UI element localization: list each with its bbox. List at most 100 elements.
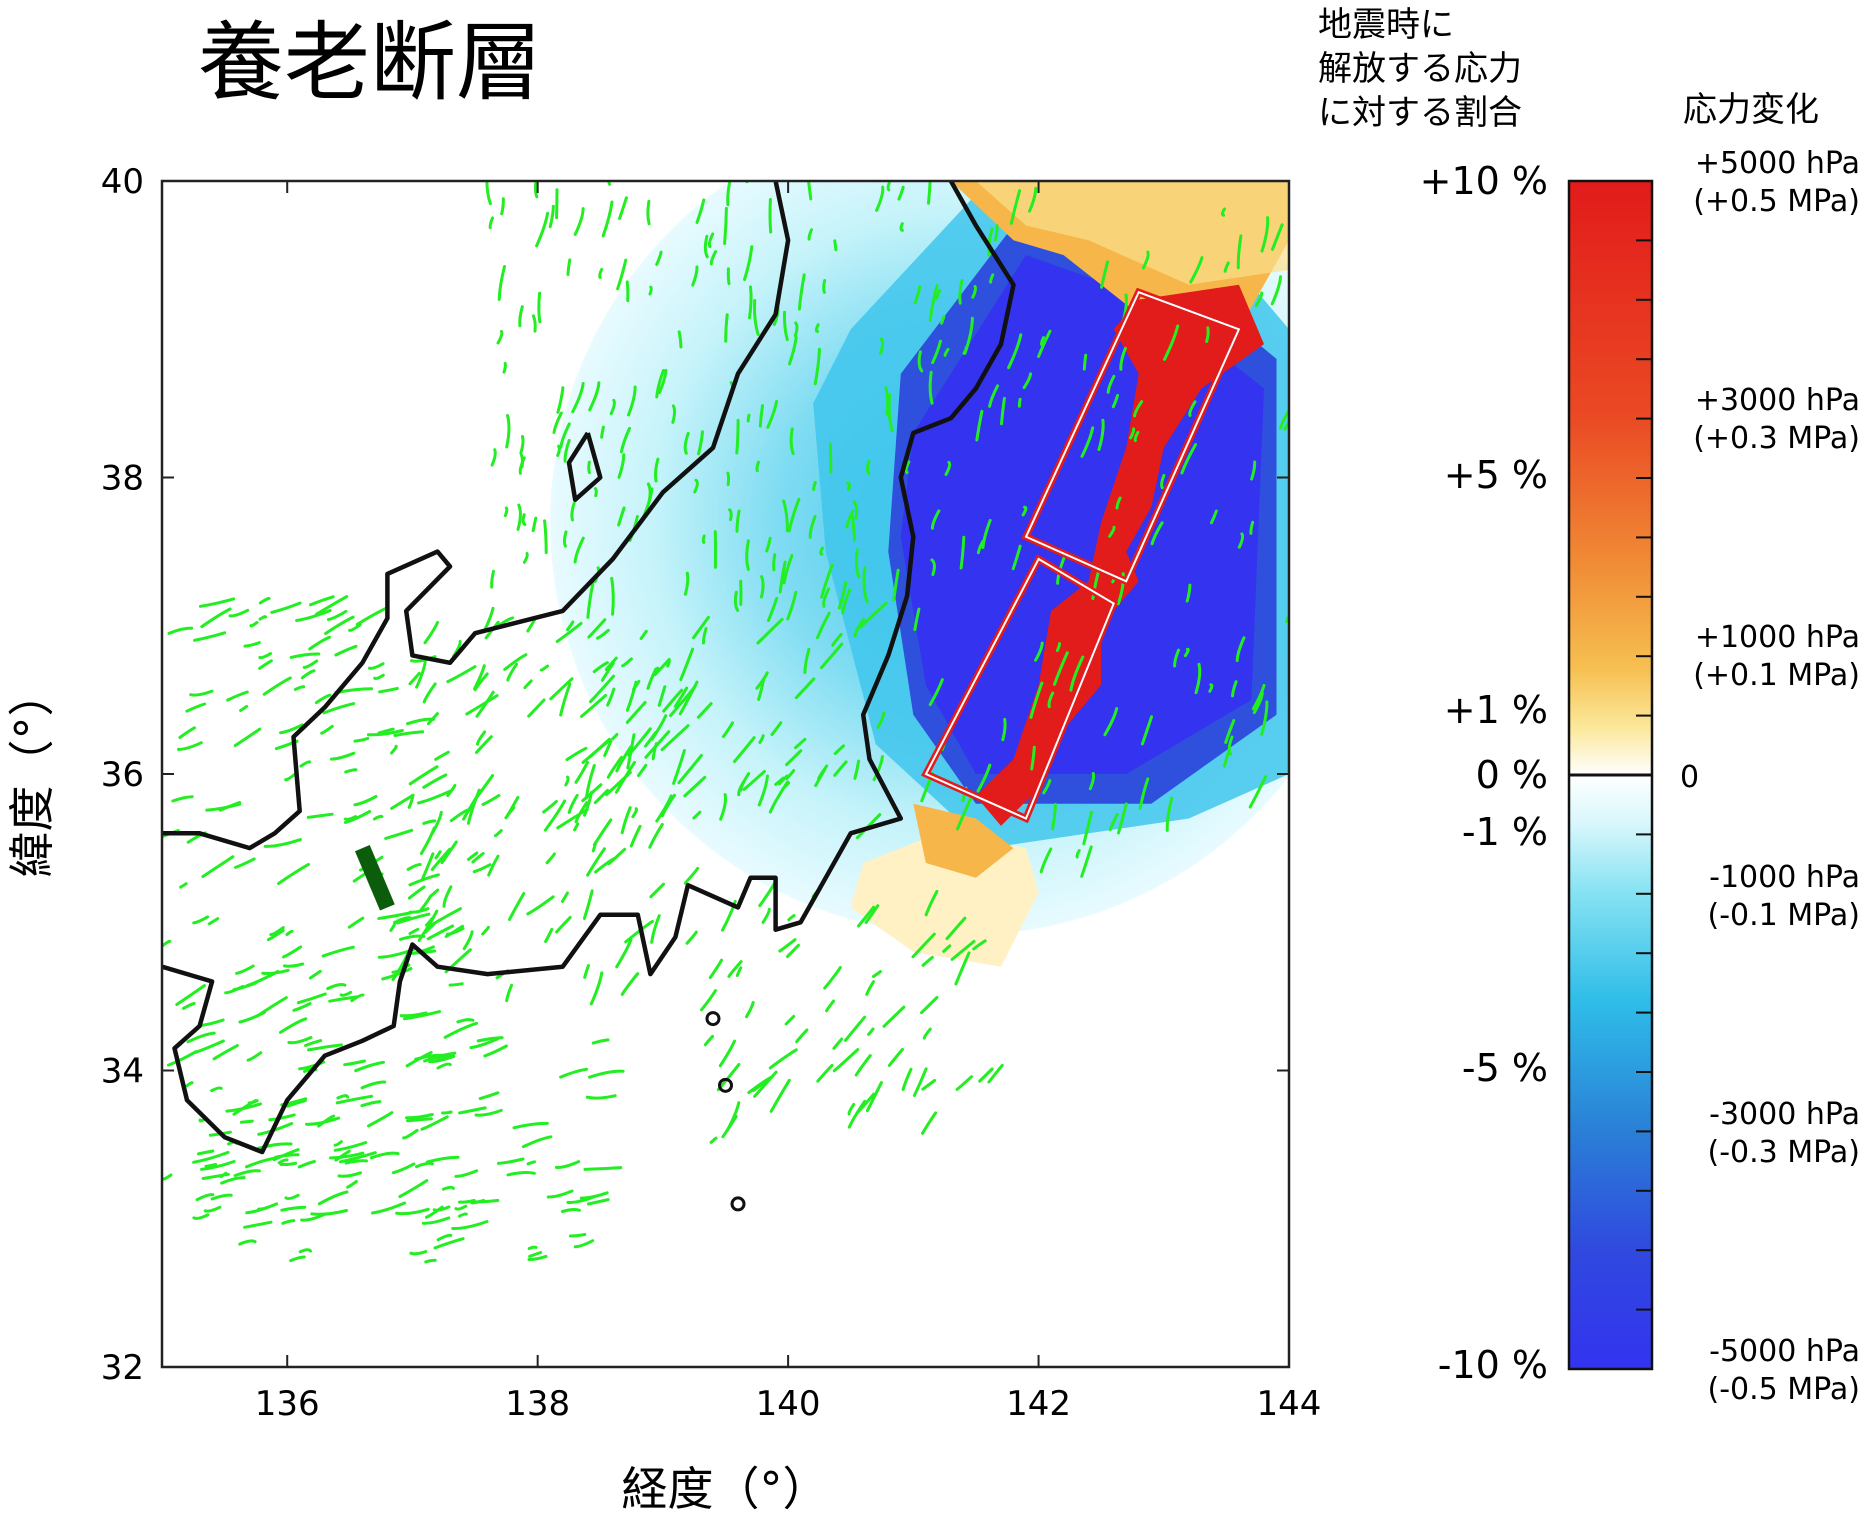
coastline [162,181,1016,1212]
fault-trace [406,863,422,871]
fault-trace [758,734,765,744]
fault-trace [1051,803,1057,831]
fault-trace [451,1220,489,1231]
fault-trace [767,596,779,622]
fault-trace [1183,647,1190,658]
fault-trace [721,721,734,739]
fault-trace [334,1149,351,1162]
fault-trace [395,916,412,923]
fault-trace [562,530,568,548]
fault-trace [594,857,616,874]
fault-trace [475,690,495,718]
fault-trace [555,915,572,934]
fault-trace [321,945,355,958]
fault-trace [598,267,604,279]
fault-trace [306,812,334,819]
fault-trace [683,775,707,798]
fault-trace [1021,505,1028,517]
fault-trace [859,601,888,629]
fault-trace [434,750,450,761]
fault-trace [266,929,285,942]
fault-trace [786,943,800,959]
fault-trace [521,1135,553,1149]
fault-trace [210,1086,223,1093]
fault-trace [588,381,601,412]
fault-trace [343,1059,366,1067]
fault-trace [233,727,262,747]
fault-trace [559,1067,589,1079]
fault-trace [544,927,554,943]
fault-trace [865,1081,883,1113]
fault-trace [350,993,365,1003]
fault-trace [692,615,710,640]
fault-trace [472,863,492,874]
fault-trace [1205,326,1210,343]
fault-trace [408,927,420,935]
fault-trace [307,1043,343,1052]
fault-trace [956,795,973,831]
fault-trace [819,546,824,556]
fault-trace [655,250,663,266]
fault-trace [930,509,941,530]
fault-trace [429,888,440,898]
fault-trace [1231,680,1238,698]
fault-trace [718,1039,736,1068]
x-tick-label: 136 [255,1384,320,1424]
fault-trace [343,810,372,824]
fault-trace [573,536,585,564]
fault-trace [629,824,642,848]
fault-trace [308,635,331,651]
fault-trace [822,279,827,294]
fault-trace [309,595,335,607]
fault-trace [483,1044,508,1058]
fault-trace [335,1094,374,1105]
fault-trace [523,679,533,690]
fault-trace [204,1163,218,1168]
fault-trace [448,982,464,987]
fault-trace [246,1051,263,1062]
fault-trace [1037,329,1052,358]
fault-trace [683,571,690,596]
fault-trace [195,1193,215,1202]
fault-trace [692,810,702,820]
sado-island-coast [566,431,603,502]
fault-trace [537,291,542,324]
fault-trace [421,1216,451,1225]
fault-trace [473,664,486,691]
fault-trace [588,1069,625,1079]
fault-trace [1088,772,1096,791]
fault-trace [1260,700,1269,736]
fault-trace [559,682,572,717]
fault-trace [928,284,939,322]
fault-trace [234,857,256,869]
fault-trace [1007,333,1023,370]
colorbar-stress-label: -3000 hPa [1709,1097,1860,1132]
fault-trace [615,938,633,969]
receiver-fault-outlines [921,287,1244,824]
x-tick-label: 138 [505,1384,570,1424]
fault-trace [707,232,715,249]
fault-trace [843,1015,867,1042]
source-fault [354,845,395,911]
fault-trace [428,907,462,928]
fault-trace [297,1160,316,1169]
map-plot: 136 138 140 142 144 32 34 36 38 40 [101,162,1322,1424]
fault-trace [372,814,384,821]
fault-trace [768,198,773,234]
fault-trace [854,548,861,579]
fault-trace [593,487,598,498]
fault-trace [928,678,944,707]
fault-trace [589,971,604,1006]
fault-trace [757,774,769,807]
fault-trace [703,1034,715,1047]
fault-trace [1039,336,1045,347]
fault-trace [778,938,797,953]
fault-trace [1069,655,1085,692]
fault-trace [212,1044,239,1061]
fault-trace [328,995,359,1003]
fault-trace [493,829,503,838]
fault-trace [293,685,306,691]
fault-trace [371,1201,407,1215]
positive-stress-south-lobe [850,833,1039,967]
colorbar-left-heading-line: に対する割合 [1318,93,1522,133]
